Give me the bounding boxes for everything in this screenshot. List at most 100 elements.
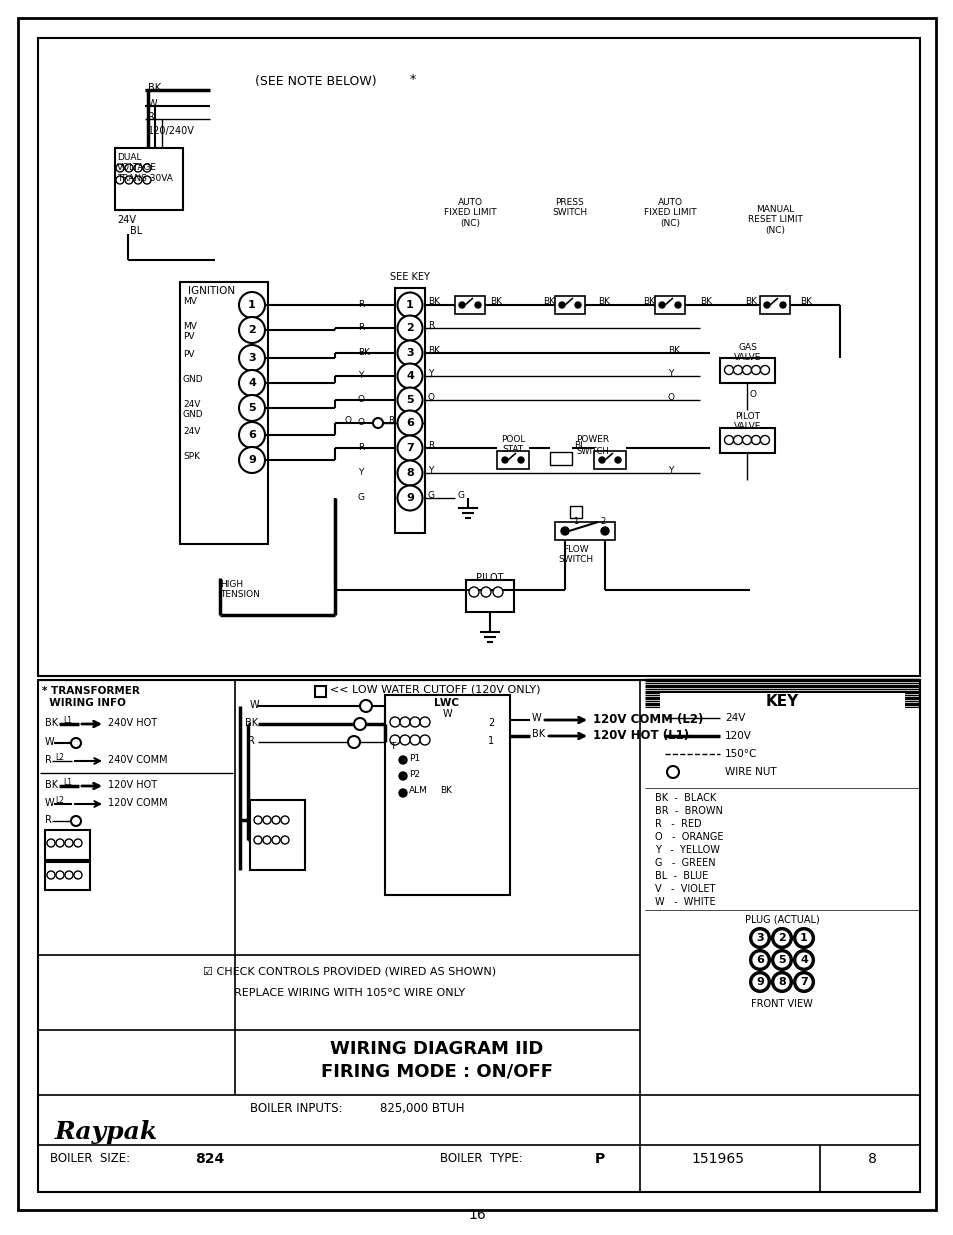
Text: 824: 824 (194, 1152, 224, 1166)
Text: 9: 9 (756, 977, 763, 987)
Text: P2: P2 (409, 769, 419, 779)
Bar (180, 282, 268, 543)
Text: R: R (45, 815, 51, 825)
Text: KEY: KEY (764, 694, 798, 709)
Bar (497, 451, 529, 469)
Text: L1: L1 (63, 778, 71, 787)
Text: W: W (250, 700, 259, 710)
Circle shape (795, 974, 811, 990)
Text: 24V: 24V (117, 215, 136, 225)
Circle shape (239, 345, 265, 370)
Circle shape (239, 447, 265, 473)
Circle shape (615, 457, 620, 463)
Text: 24V
GND: 24V GND (183, 400, 203, 420)
Text: 120/240V: 120/240V (148, 126, 194, 136)
Text: 6: 6 (756, 955, 763, 965)
Circle shape (575, 303, 580, 308)
Text: R: R (248, 736, 254, 746)
Circle shape (469, 587, 478, 597)
Text: Y: Y (357, 468, 363, 477)
Text: 120V HOT (L1): 120V HOT (L1) (593, 729, 688, 742)
Text: G   -  GREEN: G - GREEN (655, 858, 715, 868)
Text: BK: BK (245, 718, 258, 727)
Text: BK: BK (667, 346, 679, 354)
Text: 1: 1 (248, 300, 255, 310)
Text: W: W (45, 737, 54, 747)
Text: DUAL
VOLTAGE
TRANS 30VA: DUAL VOLTAGE TRANS 30VA (117, 153, 172, 183)
Text: R: R (148, 112, 154, 122)
Text: PILOT
VALVE: PILOT VALVE (734, 412, 760, 431)
Text: AUTO
FIXED LIMIT
(NC): AUTO FIXED LIMIT (NC) (643, 198, 696, 227)
Bar (45, 862, 90, 890)
Bar (720, 358, 774, 383)
Text: HIGH
TENSION: HIGH TENSION (220, 580, 259, 599)
Text: 24V: 24V (724, 713, 744, 722)
Text: BK: BK (700, 296, 711, 306)
Text: BK: BK (439, 785, 452, 795)
Circle shape (143, 177, 151, 184)
Circle shape (723, 366, 733, 374)
Text: POWER: POWER (576, 435, 609, 445)
Text: 7: 7 (800, 977, 807, 987)
Circle shape (397, 436, 422, 461)
Text: 5: 5 (248, 403, 255, 412)
Circle shape (399, 718, 410, 727)
Text: 2: 2 (778, 932, 785, 944)
Circle shape (773, 952, 789, 968)
Circle shape (239, 422, 265, 448)
Circle shape (675, 303, 680, 308)
Text: SEE KEY: SEE KEY (390, 272, 430, 282)
Text: 4: 4 (406, 370, 414, 382)
Text: 3: 3 (248, 353, 255, 363)
Circle shape (749, 927, 769, 948)
Circle shape (239, 291, 265, 317)
Text: L2: L2 (55, 797, 64, 805)
Text: Y: Y (667, 369, 673, 378)
Circle shape (281, 816, 289, 824)
Text: R: R (428, 321, 434, 330)
Circle shape (239, 395, 265, 421)
Text: BK: BK (428, 346, 439, 354)
Circle shape (458, 303, 464, 308)
Text: 9: 9 (248, 454, 255, 466)
Circle shape (74, 839, 82, 847)
Text: MV
PV: MV PV (183, 322, 196, 341)
Circle shape (560, 527, 568, 535)
Circle shape (751, 366, 760, 374)
Circle shape (263, 816, 271, 824)
Circle shape (65, 839, 73, 847)
Text: BK  -  BLACK: BK - BLACK (655, 793, 716, 803)
Circle shape (71, 816, 81, 826)
Circle shape (272, 816, 280, 824)
Circle shape (751, 952, 767, 968)
Text: BK: BK (45, 718, 58, 727)
Bar (455, 296, 484, 314)
Text: 151965: 151965 (691, 1152, 743, 1166)
Text: 240V COMM: 240V COMM (108, 755, 168, 764)
Text: BK: BK (598, 296, 609, 306)
Text: 5: 5 (406, 395, 414, 405)
Text: PILOT: PILOT (476, 573, 503, 583)
Text: << LOW WATER CUTOFF (120V ONLY): << LOW WATER CUTOFF (120V ONLY) (330, 685, 540, 695)
Text: T: T (390, 742, 395, 751)
Circle shape (397, 315, 422, 341)
Text: 2: 2 (248, 325, 255, 335)
Circle shape (773, 974, 789, 990)
Text: 8: 8 (866, 1152, 876, 1166)
Circle shape (763, 303, 769, 308)
Text: REPLACE WIRING WITH 105°C WIRE ONLY: REPLACE WIRING WITH 105°C WIRE ONLY (234, 988, 465, 998)
Bar (569, 506, 581, 517)
Circle shape (659, 303, 664, 308)
Circle shape (558, 303, 564, 308)
Text: 240V HOT: 240V HOT (108, 718, 157, 727)
Bar (45, 830, 90, 860)
Text: 9: 9 (406, 493, 414, 503)
Circle shape (116, 164, 124, 172)
Text: BK: BK (532, 729, 544, 739)
Circle shape (723, 436, 733, 445)
Circle shape (253, 836, 262, 844)
Text: 4: 4 (248, 378, 255, 388)
Text: 2: 2 (406, 324, 414, 333)
Circle shape (397, 461, 422, 485)
Text: BK: BK (800, 296, 811, 306)
